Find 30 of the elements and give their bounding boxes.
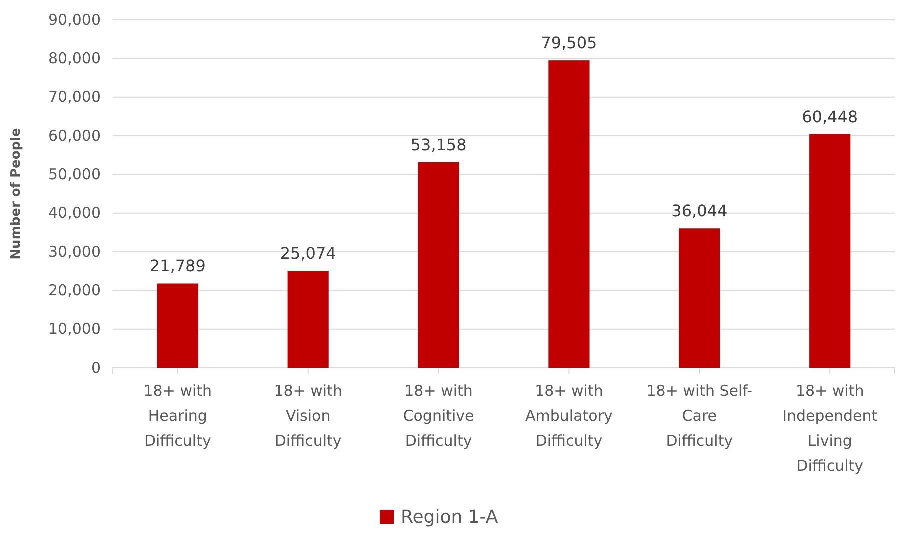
x-tick-label: 18+ with Self-Care Difficulty — [646, 382, 753, 450]
x-tick-label: 18+ with Cognitive Difficulty — [403, 382, 474, 450]
x-tick-label: 18+ with Vision Difficulty — [274, 382, 342, 450]
data-label: 21,789 — [150, 256, 206, 276]
y-tick-label: 30,000 — [48, 242, 101, 261]
data-label: 53,158 — [410, 135, 467, 154]
x-tick-label: 18+ with Hearing Difficulty — [144, 382, 212, 450]
y-tick-label: 60,000 — [48, 126, 101, 145]
y-tick-label: 80,000 — [48, 49, 101, 68]
y-tick-label: 40,000 — [48, 204, 101, 222]
legend-label: Region 1-A — [401, 507, 499, 528]
x-tick-label: 18+ with Independent Living Difficulty — [782, 382, 878, 475]
y-tick-label: 70,000 — [48, 88, 101, 106]
x-tick-label: 18+ with Ambulatory Difficulty — [526, 382, 614, 450]
bar — [157, 284, 198, 368]
y-tick-label: 90,000 — [48, 10, 101, 29]
data-label: 36,044 — [672, 202, 728, 221]
data-label: 25,074 — [280, 244, 336, 264]
data-label: 79,505 — [541, 34, 598, 53]
bar — [810, 134, 851, 368]
y-tick-label: 50,000 — [48, 165, 101, 184]
y-tick-label: 0 — [91, 358, 101, 377]
bar — [288, 271, 329, 368]
bar — [679, 228, 720, 368]
bar — [548, 60, 590, 368]
bar — [418, 162, 460, 368]
y-axis-title: Number of People — [9, 128, 24, 260]
y-tick-label: 20,000 — [48, 281, 101, 300]
data-label: 60,448 — [802, 107, 858, 126]
y-tick-label: 10,000 — [48, 320, 101, 338]
